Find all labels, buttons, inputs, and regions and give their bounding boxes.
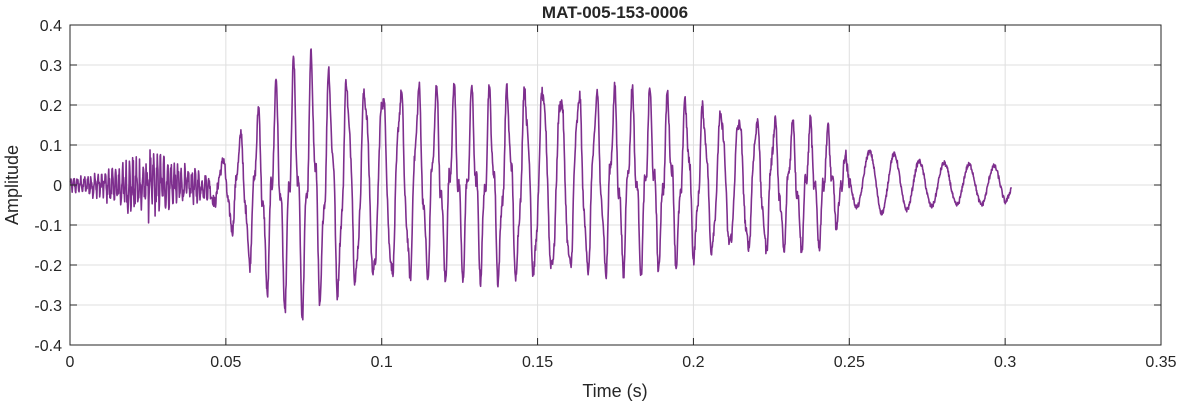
chart-title: MAT-005-153-0006 <box>542 3 688 22</box>
x-tick-label: 0.15 <box>522 354 553 371</box>
y-tick-label: 0.2 <box>40 98 62 115</box>
y-axis-label: Amplitude <box>2 145 22 225</box>
tick-marks <box>69 24 1162 346</box>
x-tick-labels: 0 0.05 0.1 0.15 0.2 0.25 0.3 0.35 <box>66 354 1177 371</box>
y-tick-label: -0.4 <box>34 338 62 355</box>
y-tick-label: 0.3 <box>40 58 62 75</box>
x-tick-label: 0.2 <box>682 354 704 371</box>
waveform-line <box>69 48 1013 321</box>
y-tick-labels: -0.4 -0.3 -0.2 -0.1 0 0.1 0.2 0.3 0.4 <box>34 18 62 355</box>
x-axis-label: Time (s) <box>582 381 647 401</box>
y-tick-label: 0 <box>53 178 62 195</box>
x-tick-label: 0.3 <box>994 354 1016 371</box>
x-tick-label: 0.25 <box>834 354 865 371</box>
x-tick-label: 0.05 <box>210 354 241 371</box>
y-tick-label: 0.1 <box>40 138 62 155</box>
x-tick-label: 0.1 <box>371 354 393 371</box>
series-group <box>69 48 1013 321</box>
y-tick-label: -0.2 <box>34 258 62 275</box>
y-tick-label: -0.3 <box>34 298 62 315</box>
y-tick-label: -0.1 <box>34 218 62 235</box>
x-tick-label: 0 <box>66 354 75 371</box>
y-tick-label: 0.4 <box>40 18 62 35</box>
x-tick-label: 0.35 <box>1145 354 1176 371</box>
